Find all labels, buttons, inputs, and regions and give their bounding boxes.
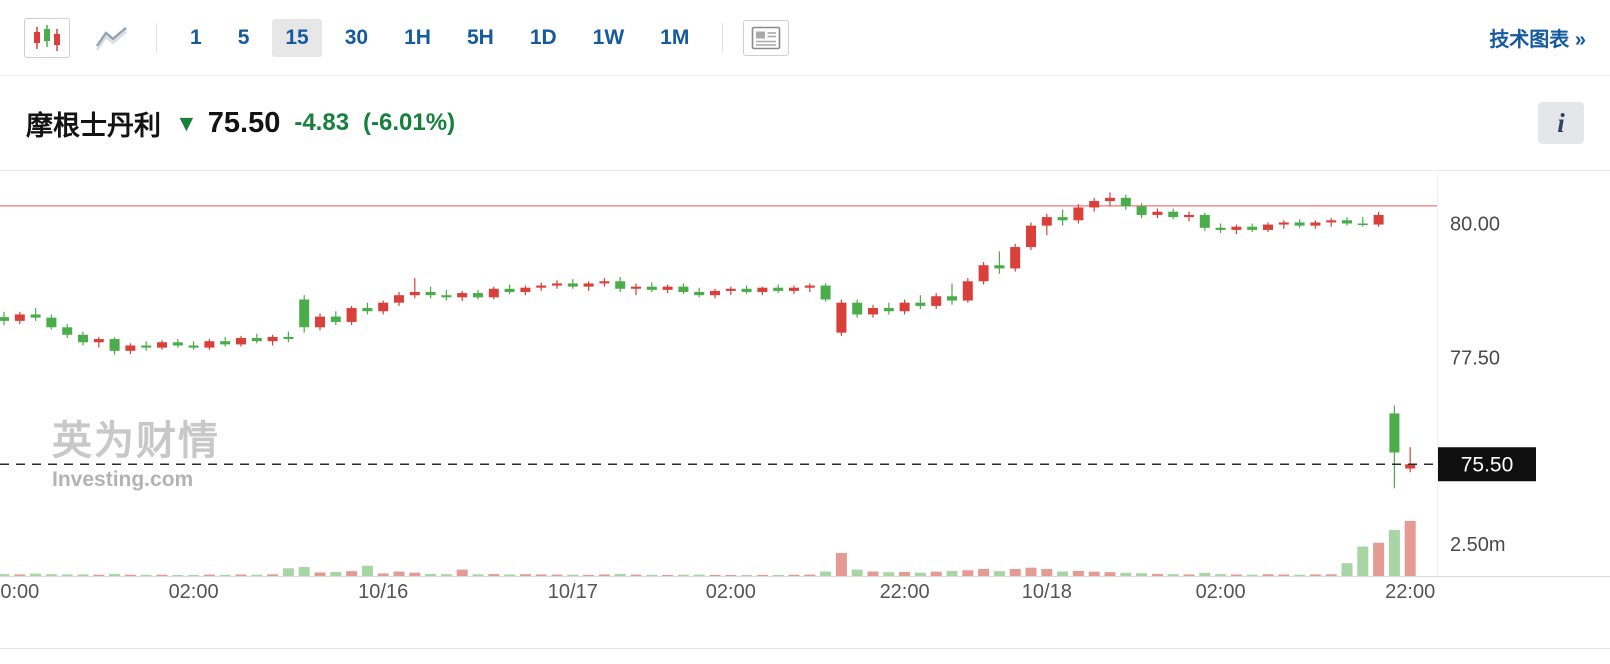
price-down-arrow-icon: ▼ xyxy=(175,109,198,136)
interval-button-1h[interactable]: 1H xyxy=(391,19,444,57)
svg-text:2.50m: 2.50m xyxy=(1450,534,1506,556)
svg-text:02:00: 02:00 xyxy=(706,581,756,603)
price-chart[interactable]: 80.00 77.50 2.50m 75.50 0:00 02:00 10/16 10/17 0… xyxy=(0,170,1610,664)
interval-button-15[interactable]: 15 xyxy=(272,18,322,57)
interval-button-5h[interactable]: 5H xyxy=(454,19,507,57)
quote-header: 摩根士丹利 ▼ 75.50 -4.83 (-6.01%) i xyxy=(0,76,1610,170)
svg-text:22:00: 22:00 xyxy=(880,581,930,603)
candlestick-chart-type-button[interactable] xyxy=(24,17,70,58)
svg-text:10/17: 10/17 xyxy=(548,581,598,603)
line-chart-type-button[interactable] xyxy=(88,19,136,56)
line-chart-icon xyxy=(95,25,129,51)
svg-text:10/18: 10/18 xyxy=(1022,581,1072,603)
svg-text:02:00: 02:00 xyxy=(169,581,219,603)
svg-text:02:00: 02:00 xyxy=(1196,581,1246,603)
interval-button-5[interactable]: 5 xyxy=(225,19,263,57)
news-panel-button[interactable] xyxy=(743,19,790,56)
toolbar-divider xyxy=(722,22,724,53)
svg-text:75.50: 75.50 xyxy=(1461,453,1514,476)
news-panel-icon xyxy=(751,26,781,50)
interval-button-1[interactable]: 1 xyxy=(177,19,215,57)
svg-text:77.50: 77.50 xyxy=(1450,347,1500,369)
last-price: 75.50 xyxy=(207,106,281,139)
interval-button-1d[interactable]: 1D xyxy=(517,19,570,57)
svg-text:22:00: 22:00 xyxy=(1385,581,1435,603)
svg-text:10/16: 10/16 xyxy=(358,581,408,603)
candlestick-chart-icon xyxy=(32,24,62,52)
watermark-en-text: Investing.com xyxy=(52,468,194,491)
toolbar-divider xyxy=(156,22,157,53)
svg-text:80.00: 80.00 xyxy=(1450,214,1500,236)
svg-text:0:00: 0:00 xyxy=(0,581,39,603)
interval-button-30[interactable]: 30 xyxy=(332,19,381,57)
info-button[interactable]: i xyxy=(1538,102,1584,144)
price-change-percent: (-6.01%) xyxy=(363,109,456,136)
chart-area: 英为财情 Investing.com 80.00 77.50 2.50m 75.50 0… xyxy=(0,170,1610,664)
interval-group: 1 5 15 30 1H 5H 1D 1W 1M xyxy=(177,18,702,57)
technical-chart-link[interactable]: 技术图表 » xyxy=(1489,29,1586,51)
interval-button-1m[interactable]: 1M xyxy=(647,19,702,57)
watermark: 英为财情 Investing.com xyxy=(52,408,220,492)
chart-toolbar: 1 5 15 30 1H 5H 1D 1W 1M 技术图表 » xyxy=(0,0,1610,76)
price-change: -4.83 xyxy=(294,109,350,136)
instrument-name: 摩根士丹利 xyxy=(26,110,161,141)
interval-button-1w[interactable]: 1W xyxy=(580,19,638,57)
watermark-cn-text: 英为财情 xyxy=(52,419,220,463)
